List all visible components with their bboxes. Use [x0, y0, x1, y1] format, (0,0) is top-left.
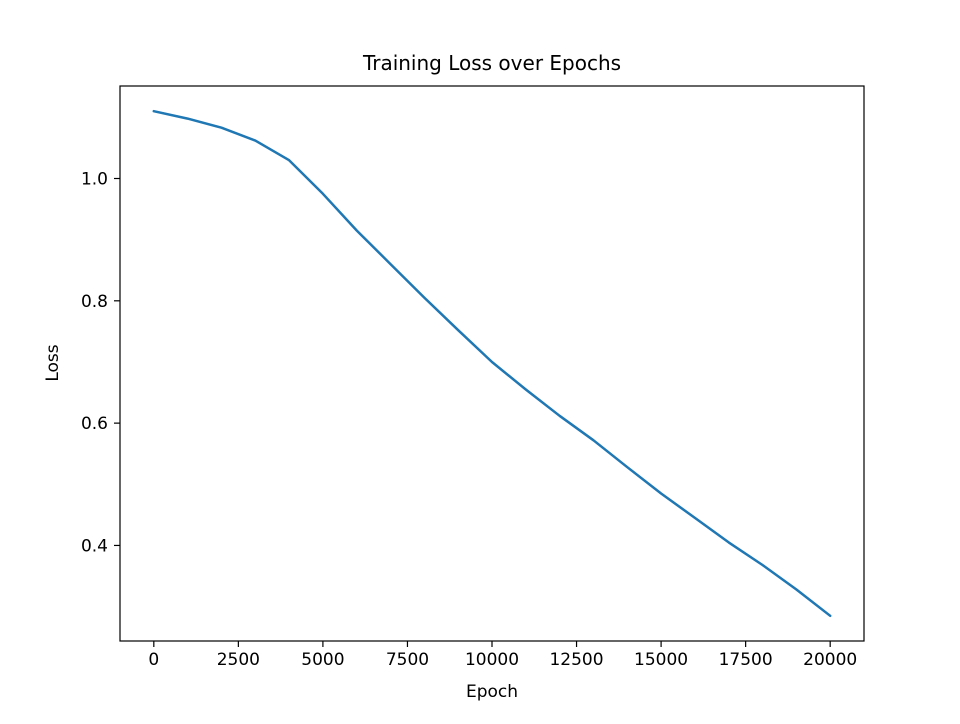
x-tick-label: 7500 — [386, 650, 429, 670]
x-axis-label: Epoch — [466, 682, 518, 702]
training-loss-line — [152, 109, 832, 618]
x-tick-label: 5000 — [301, 650, 344, 670]
y-tick-label: 0.8 — [81, 292, 108, 312]
y-tick-label: 0.6 — [81, 414, 108, 434]
x-tick-label: 2500 — [217, 650, 260, 670]
x-tick-label: 20000 — [803, 650, 857, 670]
x-tick-label: 12500 — [549, 650, 603, 670]
y-axis-ticks: 0.4 0.6 0.8 1.0 — [81, 170, 120, 556]
x-axis-ticks: 0 2500 5000 7500 10000 12500 15000 17500 20000 — [148, 641, 857, 670]
x-tick-label: 0 — [148, 650, 159, 670]
y-axis-label: Loss — [43, 344, 63, 381]
x-tick-label: 15000 — [634, 650, 688, 670]
x-tick-label: 17500 — [719, 650, 773, 670]
chart-title: Training Loss over Epochs — [362, 51, 621, 75]
y-tick-label: 0.4 — [81, 536, 108, 556]
x-tick-label: 10000 — [465, 650, 519, 670]
y-tick-label: 1.0 — [81, 170, 108, 190]
